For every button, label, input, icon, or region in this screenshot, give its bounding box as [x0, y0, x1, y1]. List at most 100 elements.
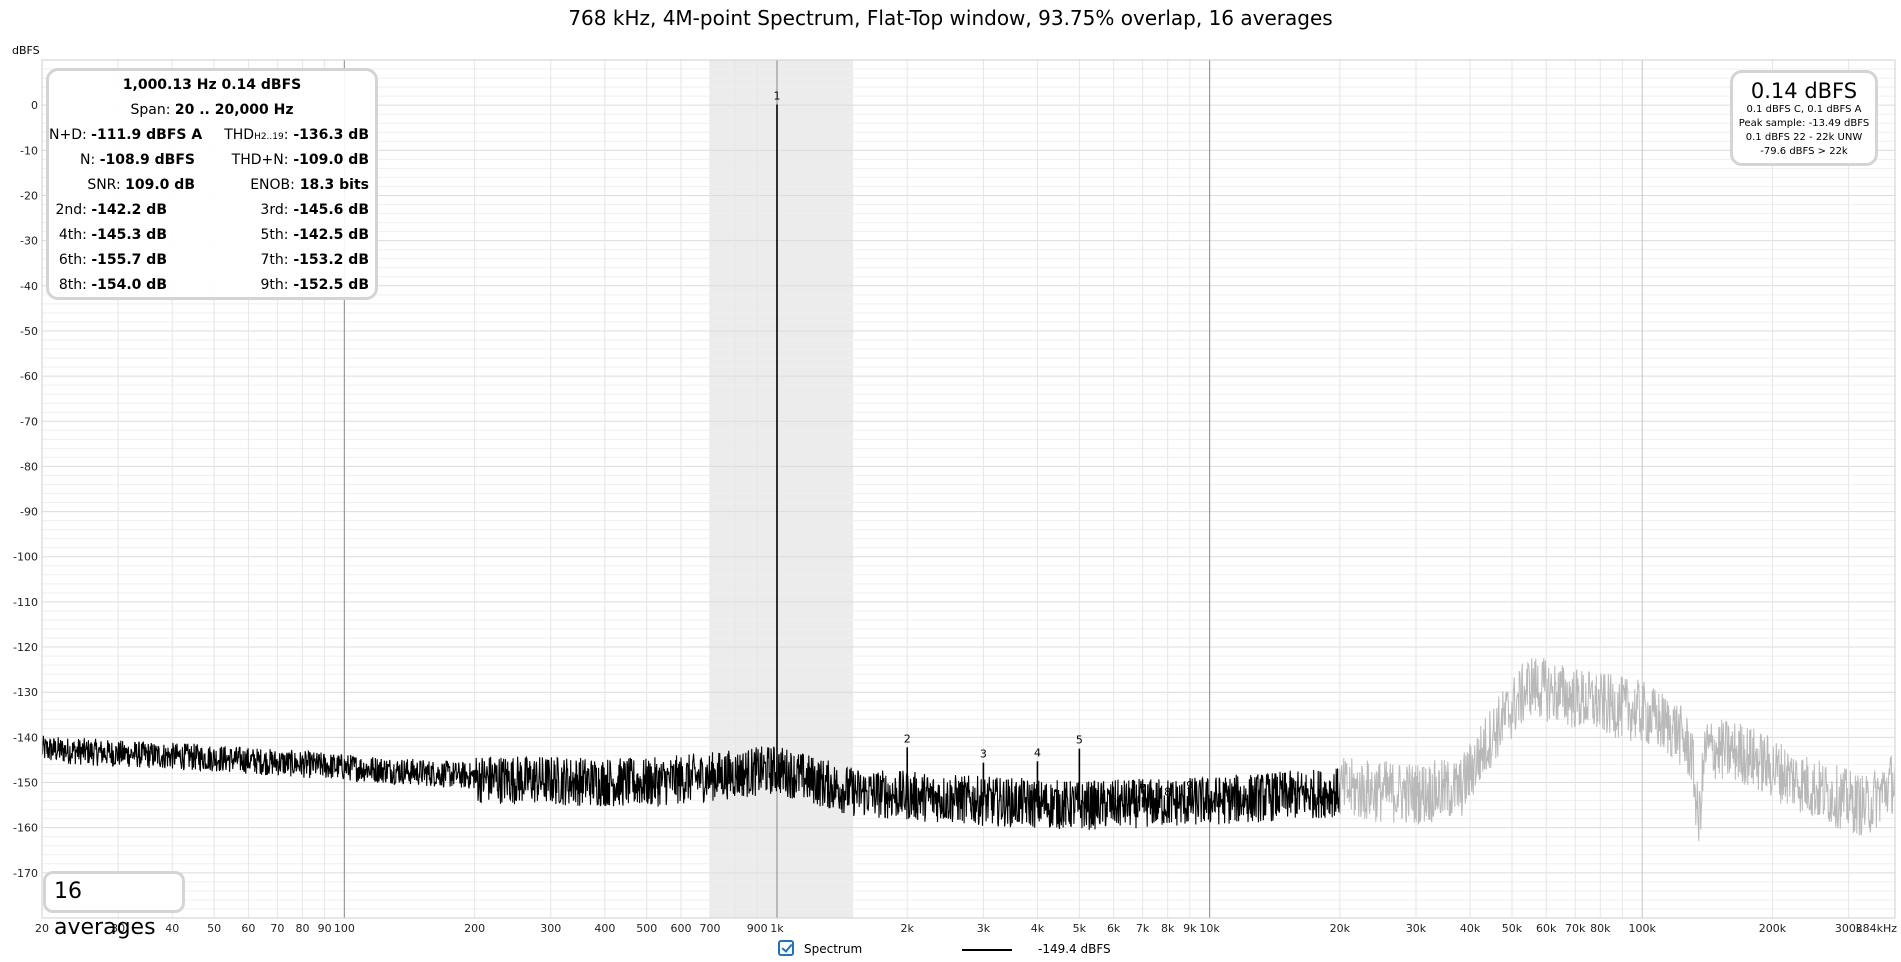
measurement-left-5: 6th: -155.7 dB — [49, 250, 167, 270]
series-out-of-band-line — [1339, 657, 1896, 842]
measurement-left-value: -111.9 dBFS A — [91, 127, 203, 143]
y-tick-label: -160 — [13, 822, 38, 835]
y-tick-label: -130 — [13, 686, 38, 699]
measurement-right-value: 18.3 bits — [294, 177, 369, 193]
measurement-left-4: 4th: -145.3 dB — [49, 225, 167, 245]
harmonic-label: 7 — [1139, 782, 1146, 795]
span-value: 20 .. 20,000 Hz — [174, 102, 294, 118]
y-tick-label: -80 — [20, 460, 38, 473]
spectrum-checkbox[interactable] — [778, 940, 794, 956]
x-tick-label: 20k — [1330, 922, 1351, 935]
y-tick-label: -100 — [13, 551, 38, 564]
x-tick-label: 10k — [1199, 922, 1220, 935]
measurement-left-value: -142.2 dB — [91, 202, 167, 218]
x-tick-label: 50 — [207, 922, 221, 935]
measurement-right-value: -109.0 dB — [288, 152, 369, 168]
harmonic-label: 6 — [1110, 793, 1117, 806]
axis-ticks: 0 -10 -20 -30 -40 -50 -60 -70 -80 -90 -100 -110 -120… — [13, 99, 1897, 935]
measurement-left-1: N: -108.9 dBFS — [49, 150, 195, 170]
harmonic-label: 2 — [904, 732, 911, 745]
y-tick-label: -60 — [20, 370, 38, 383]
measurement-right-3: 3rd: -145.6 dB — [199, 200, 369, 220]
measurement-left-value: -155.7 dB — [91, 252, 167, 268]
y-tick-label: -140 — [13, 731, 38, 744]
level-box[interactable]: 0.14 dBFS 0.1 dBFS C, 0.1 dBFS A Peak sa… — [1730, 70, 1878, 166]
x-tick-label: 600 — [671, 922, 692, 935]
x-tick-label: 7k — [1136, 922, 1150, 935]
x-tick-label: 300 — [540, 922, 561, 935]
measurement-right-label: ENOB: — [250, 177, 295, 193]
x-tick-label: 1k — [770, 922, 784, 935]
harmonic-label: 4 — [1034, 746, 1041, 759]
measurement-left-value: 109.0 dB — [125, 177, 195, 193]
measurement-right-value: -142.5 dB — [288, 227, 369, 243]
measurement-left-label: 4th: — [58, 227, 92, 243]
x-tick-label: 80 — [295, 922, 309, 935]
x-tick-label: 5k — [1073, 922, 1087, 935]
measurement-right-value: -153.2 dB — [288, 252, 369, 268]
fundamental-readout: 1,000.13 Hz 0.14 dBFS — [122, 77, 302, 93]
x-tick-label: 60k — [1536, 922, 1557, 935]
measurement-right-suffix: : — [283, 127, 289, 143]
measurement-left-6: 8th: -154.0 dB — [49, 275, 167, 295]
x-tick-label: 400 — [594, 922, 615, 935]
legend-series-label: Spectrum — [804, 942, 863, 956]
x-tick-label: 3k — [977, 922, 991, 935]
measurement-left-value: -145.3 dB — [91, 227, 167, 243]
measurement-left-label: N: — [80, 152, 100, 168]
x-tick-label: 30 — [111, 922, 125, 935]
averages-box[interactable]: 16 averages — [43, 871, 185, 940]
measurement-right-label: 5th: — [260, 227, 289, 243]
legend-line-sample — [962, 949, 1012, 951]
y-tick-label: -120 — [13, 641, 38, 654]
measurement-left-3: 2nd: -142.2 dB — [49, 200, 167, 220]
x-tick-label: 100k — [1629, 922, 1657, 935]
y-tick-label: -150 — [13, 777, 38, 790]
measurement-right-label: THD+N: — [231, 152, 289, 168]
measurement-right-label: 3rd: — [260, 202, 289, 218]
measurement-box[interactable]: 1,000.13 Hz 0.14 dBFS Span: 20 .. 20,000… — [46, 68, 378, 300]
measurement-right-label: THD — [224, 127, 255, 143]
level-line-1: 0.1 dBFS C, 0.1 dBFS A — [1746, 104, 1862, 115]
harmonic-markers: 1 2 3 4 5 6 7 8 9 — [773, 90, 1193, 810]
measurement-right-5: 7th: -153.2 dB — [199, 250, 369, 270]
x-tick-label: 500 — [636, 922, 657, 935]
harmonic-label: 3 — [980, 748, 987, 761]
x-tick-label: 6k — [1107, 922, 1121, 935]
plot-frame — [41, 59, 1896, 919]
x-tick-label: 90 — [318, 922, 332, 935]
measurement-right-0: THDH2..19: -136.3 dB — [199, 125, 369, 145]
x-tick-label: 300k — [1835, 922, 1863, 935]
x-tick-label: 200 — [464, 922, 485, 935]
x-tick-label: 30k — [1406, 922, 1427, 935]
x-tick-label: 100 — [334, 922, 355, 935]
legend-cursor-value: -149.4 dBFS — [1038, 942, 1111, 956]
x-tick-label: 40 — [165, 922, 179, 935]
measurement-left-label: 6th: — [58, 252, 92, 268]
harmonic-label: 1 — [773, 90, 780, 103]
x-tick-label: 8k — [1161, 922, 1175, 935]
x-tick-label: 60 — [241, 922, 255, 935]
measurement-right-sub: H2..19 — [254, 132, 284, 142]
x-tick-label: 50k — [1502, 922, 1523, 935]
x-tick-label: 700 — [699, 922, 720, 935]
measurement-left-label: N+D: — [49, 127, 92, 143]
x-tick-label: 70k — [1565, 922, 1586, 935]
measurement-left-label: SNR: — [87, 177, 126, 193]
measurement-left-0: N+D: -111.9 dBFS A — [49, 125, 202, 145]
x-tick-label: 2k — [901, 922, 915, 935]
level-main: 0.14 dBFS — [1750, 79, 1858, 103]
x-tick-label: 9k — [1183, 922, 1197, 935]
span-label: Span: — [130, 102, 171, 118]
harmonic-label: 9 — [1186, 779, 1193, 792]
series-spectrum-line — [41, 735, 1341, 830]
chart-title: 768 kHz, 4M-point Spectrum, Flat-Top win… — [568, 6, 1333, 30]
data-layer — [41, 657, 1896, 842]
measurement-left-label: 2nd: — [55, 202, 92, 218]
y-tick-label: -10 — [20, 144, 38, 157]
measurement-right-value: -145.6 dB — [288, 202, 369, 218]
x-tick-label: 20 — [35, 922, 49, 935]
y-axis-label: dBFS — [12, 44, 40, 57]
measurement-right-label: 9th: — [260, 277, 289, 293]
y-tick-label: -20 — [20, 189, 38, 202]
